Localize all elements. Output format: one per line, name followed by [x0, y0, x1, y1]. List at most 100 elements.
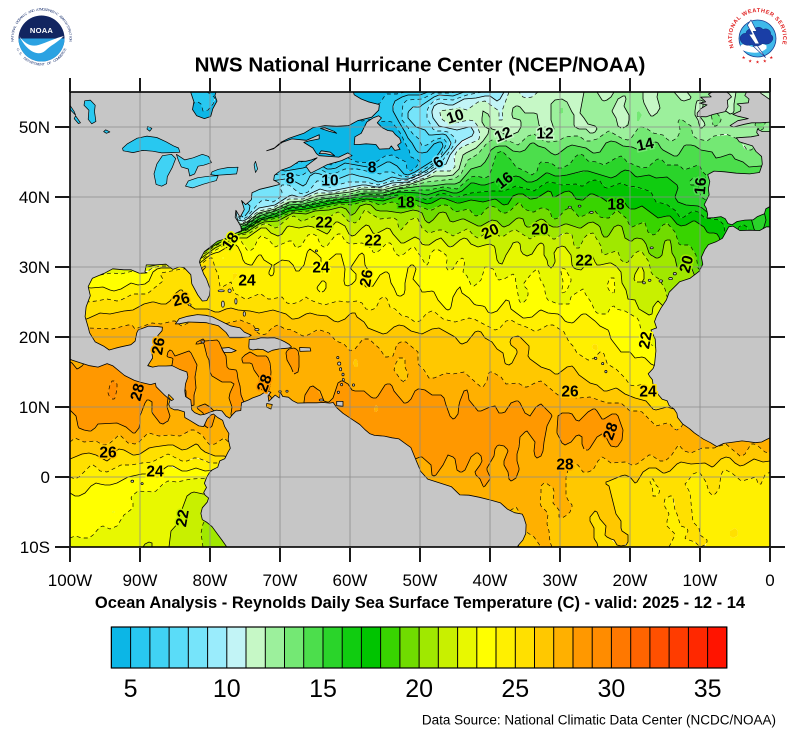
svg-text:O: O	[11, 30, 16, 34]
svg-text:N: N	[10, 39, 14, 42]
svg-text:0: 0	[41, 468, 50, 487]
svg-text:20: 20	[531, 222, 548, 239]
svg-text:C: C	[55, 12, 60, 17]
svg-text:NOAA: NOAA	[30, 26, 53, 35]
svg-text:35: 35	[694, 675, 722, 703]
svg-text:8: 8	[368, 160, 377, 177]
svg-text:D: D	[32, 8, 36, 13]
svg-text:26: 26	[149, 336, 169, 356]
svg-text:50N: 50N	[19, 118, 50, 137]
svg-text:26: 26	[357, 268, 377, 288]
svg-text:N: N	[40, 63, 43, 67]
svg-text:C: C	[24, 11, 29, 16]
svg-text:I: I	[11, 34, 15, 36]
svg-text:.: .	[20, 54, 24, 57]
svg-text:30N: 30N	[19, 258, 50, 277]
svg-text:N: N	[20, 14, 25, 19]
svg-text:A: A	[12, 26, 17, 30]
svg-text:12: 12	[536, 126, 553, 143]
svg-text:L: L	[13, 25, 17, 28]
svg-text:T: T	[43, 62, 45, 66]
svg-text:O: O	[68, 37, 72, 40]
svg-text:28: 28	[128, 381, 149, 402]
svg-text:E: E	[25, 58, 30, 63]
svg-text:10S: 10S	[20, 538, 50, 557]
svg-text:I: I	[68, 36, 72, 37]
svg-text:90W: 90W	[123, 571, 158, 590]
svg-text:R: R	[60, 51, 65, 56]
svg-text:40N: 40N	[19, 188, 50, 207]
svg-text:20: 20	[405, 675, 433, 703]
svg-text:U: U	[16, 48, 21, 52]
svg-text:10: 10	[321, 173, 338, 190]
svg-text:10W: 10W	[683, 571, 718, 590]
svg-text:S: S	[44, 8, 48, 12]
svg-text:22: 22	[364, 233, 381, 250]
svg-text:50W: 50W	[403, 571, 438, 590]
svg-text:.: .	[17, 50, 21, 53]
svg-text:22: 22	[636, 330, 656, 350]
svg-text:F: F	[49, 61, 52, 65]
svg-text:28: 28	[556, 457, 574, 474]
svg-text:★: ★	[763, 58, 768, 63]
svg-text:M: M	[57, 54, 62, 59]
svg-text:R: R	[52, 10, 56, 15]
svg-text:20W: 20W	[613, 571, 648, 590]
svg-text:70W: 70W	[263, 571, 298, 590]
svg-text:T: T	[38, 8, 40, 12]
svg-text:M: M	[35, 62, 39, 66]
svg-text:80W: 80W	[193, 571, 228, 590]
svg-text:26: 26	[561, 384, 579, 401]
svg-text:T: T	[66, 27, 70, 30]
svg-text:100W: 100W	[48, 571, 92, 590]
svg-text:O: O	[54, 57, 59, 62]
svg-text:A: A	[68, 31, 73, 35]
svg-text:D: D	[60, 16, 65, 21]
svg-text:E: E	[38, 62, 41, 66]
svg-text:R: R	[67, 29, 72, 33]
svg-text:18: 18	[607, 197, 625, 214]
svg-text:16: 16	[692, 176, 710, 195]
svg-text:I: I	[65, 23, 69, 26]
svg-text:M: M	[61, 17, 66, 22]
svg-text:24: 24	[312, 260, 330, 277]
svg-text:E: E	[59, 53, 64, 58]
svg-text:NWS National Hurricane Center: NWS National Hurricane Center (NCEP/NOAA…	[195, 54, 646, 77]
svg-text:E: E	[50, 9, 54, 14]
svg-text:N: N	[64, 21, 69, 26]
svg-text:Ocean Analysis - Reynolds Dail: Ocean Analysis - Reynolds Daily Sea Surf…	[95, 594, 746, 612]
svg-text:0: 0	[765, 571, 774, 590]
svg-text:24: 24	[639, 384, 657, 401]
svg-text:E: E	[17, 17, 22, 22]
svg-text:Data Source: National Climatic: Data Source: National Climatic Data Cent…	[422, 713, 776, 728]
svg-text:O: O	[46, 61, 50, 66]
svg-text:T: T	[11, 35, 15, 37]
svg-text:40W: 40W	[473, 571, 508, 590]
svg-text:22: 22	[315, 215, 332, 232]
svg-text:20N: 20N	[19, 328, 50, 347]
svg-text:N: N	[11, 28, 16, 32]
svg-text:E: E	[63, 47, 68, 51]
svg-text:M: M	[56, 56, 61, 61]
svg-text:26: 26	[171, 289, 192, 310]
svg-text:C: C	[52, 58, 57, 63]
svg-text:20: 20	[677, 254, 698, 275]
svg-text:8: 8	[286, 171, 295, 188]
svg-text:15: 15	[309, 675, 337, 703]
svg-text:18: 18	[397, 195, 415, 212]
svg-text:10N: 10N	[19, 398, 50, 417]
svg-text:M: M	[40, 8, 43, 12]
svg-text:★: ★	[748, 58, 753, 63]
svg-text:A: A	[10, 37, 14, 40]
svg-text:A: A	[19, 15, 24, 20]
svg-text:10: 10	[213, 675, 241, 703]
svg-text:I: I	[54, 11, 57, 15]
svg-text:H: H	[48, 8, 52, 13]
svg-text:C: C	[62, 49, 67, 54]
svg-text:22: 22	[173, 508, 193, 528]
svg-text:5: 5	[124, 675, 138, 703]
svg-text:I: I	[23, 13, 26, 17]
svg-text:A: A	[58, 14, 63, 19]
svg-text:22: 22	[575, 253, 592, 270]
svg-text:★: ★	[742, 55, 747, 60]
